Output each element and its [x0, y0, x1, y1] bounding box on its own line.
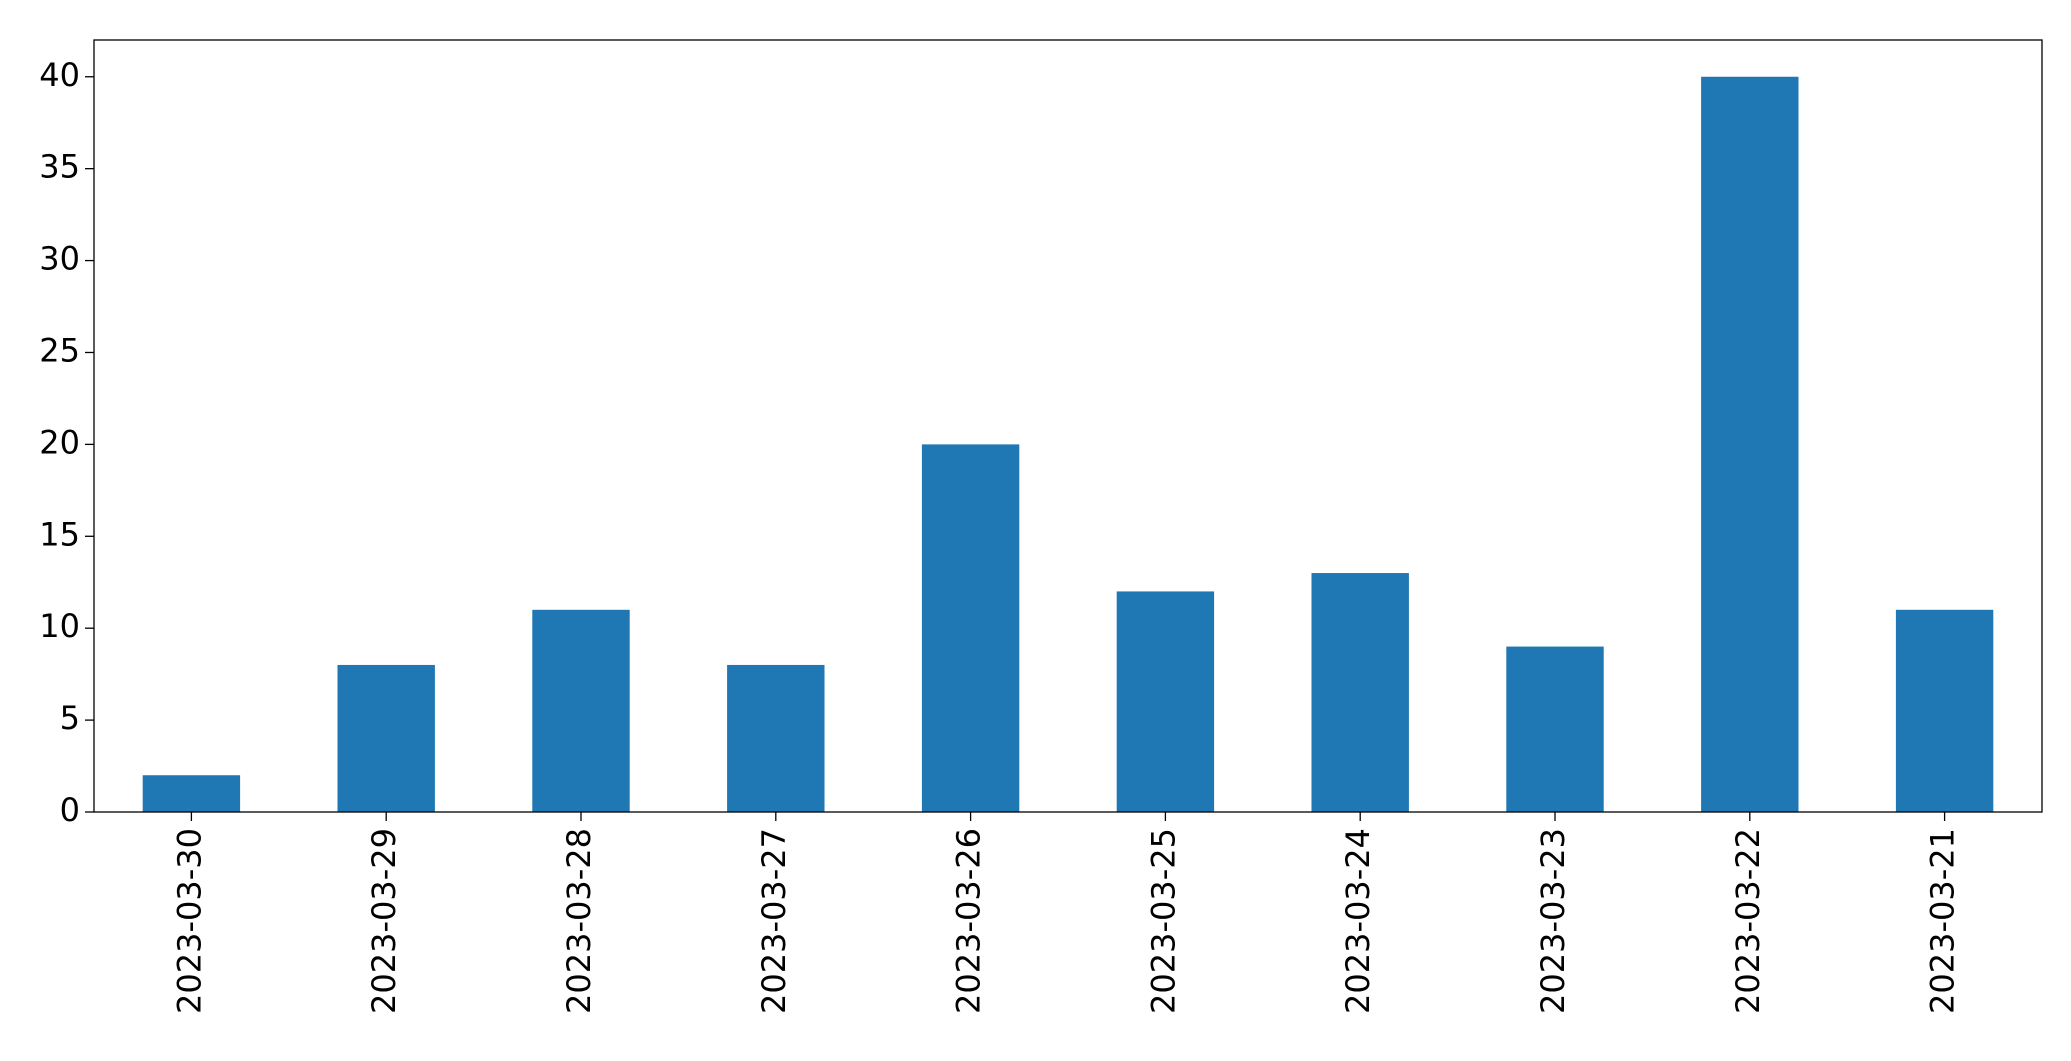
x-tick-label: 2023-03-22: [1729, 828, 1767, 1014]
y-tick-label: 30: [39, 240, 80, 278]
x-tick-label: 2023-03-21: [1924, 828, 1962, 1014]
y-tick-label: 25: [39, 331, 80, 369]
bar: [1895, 609, 1994, 812]
bar: [337, 664, 435, 812]
x-tick-label: 2023-03-30: [170, 828, 208, 1014]
y-tick-label: 20: [39, 423, 80, 461]
x-tick-label: 2023-03-25: [1144, 828, 1182, 1014]
bar: [1311, 573, 1409, 812]
bar: [727, 664, 825, 812]
y-tick-label: 40: [39, 56, 80, 94]
bar: [921, 444, 1020, 812]
bar: [1506, 646, 1604, 812]
x-tick-label: 2023-03-28: [560, 828, 598, 1014]
x-tick-label: 2023-03-29: [365, 828, 403, 1014]
x-tick-label: 2023-03-23: [1534, 828, 1572, 1014]
bar: [532, 609, 630, 812]
bar: [1701, 76, 1799, 812]
y-tick-label: 5: [60, 699, 80, 737]
x-tick-label: 2023-03-26: [950, 828, 988, 1014]
y-tick-label: 10: [39, 607, 80, 645]
y-tick-label: 0: [60, 791, 80, 829]
bar: [142, 775, 241, 812]
x-tick-label: 2023-03-24: [1339, 828, 1377, 1014]
bar: [1116, 591, 1215, 812]
y-tick-label: 35: [39, 148, 80, 186]
x-tick-label: 2023-03-27: [755, 828, 793, 1014]
plot-frame: [93, 39, 2043, 813]
y-tick-label: 15: [39, 515, 80, 553]
